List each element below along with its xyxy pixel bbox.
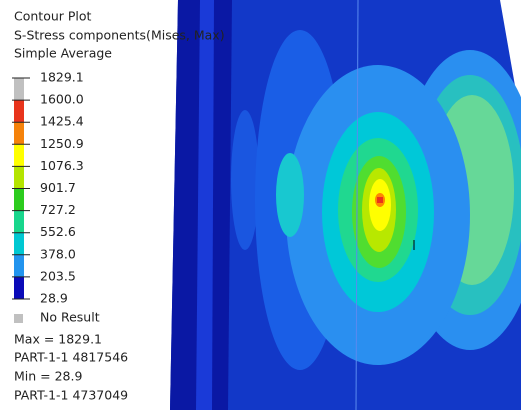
legend-level: 727.2 [40,202,76,217]
legend-band [14,189,24,211]
legend-band [14,211,24,233]
max-label: Max = 1829.1 [14,332,102,347]
legend-band [14,144,24,166]
legend-band [14,122,24,144]
legend-band [14,233,24,255]
legend-level: 28.9 [40,291,68,306]
model-view [170,0,521,410]
legend-band [14,78,24,100]
page: Contour Plot S-Stress components(Mises, … [0,0,521,410]
viewport: Contour Plot S-Stress components(Mises, … [0,0,521,410]
legend-band [14,255,24,277]
legend-band [14,100,24,122]
min-location: PART-1-1 4737049 [14,388,128,403]
legend-band [14,166,24,188]
legend-level: 203.5 [40,268,76,283]
no-result-swatch [14,314,23,323]
legend-level: 552.6 [40,224,76,239]
contour-peak [377,197,383,203]
legend-title: Contour Plot [14,9,92,24]
legend-level: 1250.9 [40,136,84,151]
min-label: Min = 28.9 [14,369,82,384]
contour-zone [276,153,304,237]
legend-band [14,277,24,299]
no-result-label: No Result [40,310,100,325]
legend-subtitle: S-Stress components(Mises, Max) [14,28,225,43]
legend-level: 1076.3 [40,158,84,173]
legend-level: 1829.1 [40,70,84,85]
max-location: PART-1-1 4817546 [14,350,128,365]
legend-level: 901.7 [40,180,76,195]
legend-level: 1600.0 [40,92,84,107]
legend-level: 1425.4 [40,114,84,129]
legend-averaging: Simple Average [14,46,112,61]
contour-zone [231,110,259,250]
legend-level: 378.0 [40,246,76,261]
